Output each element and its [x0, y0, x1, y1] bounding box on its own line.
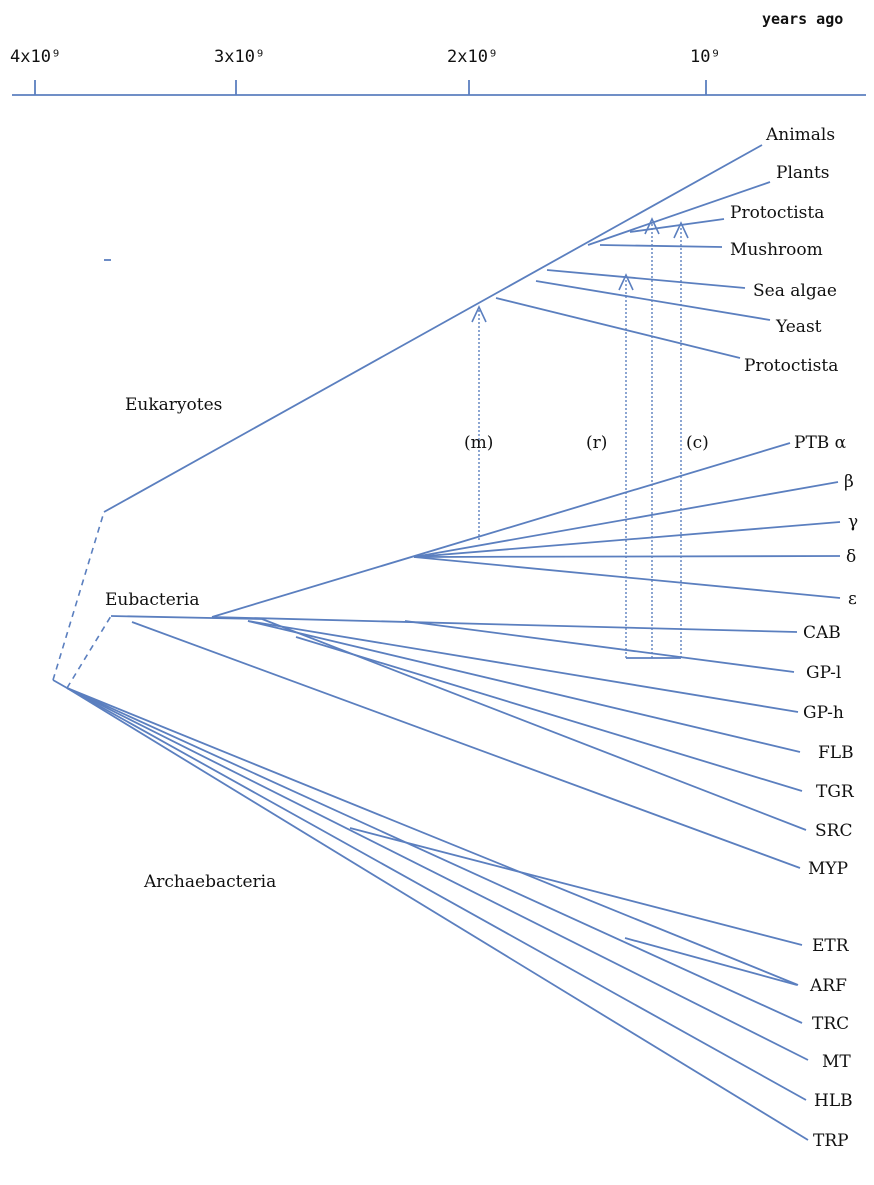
timeline-ticks: 4x10⁹ 3x10⁹ 2x10⁹ 10⁹	[10, 47, 721, 95]
taxon-label: HLB	[814, 1091, 853, 1111]
taxon-label: TRC	[812, 1014, 849, 1034]
root-to-eubacteria-branch	[66, 615, 112, 689]
branch-yeast	[535, 280, 771, 321]
taxon-label: FLB	[818, 743, 854, 763]
taxon-label: Sea algae	[753, 281, 837, 301]
group-label-archaebacteria: Archaebacteria	[143, 872, 276, 892]
timeline-tick-label: 10⁹	[690, 47, 721, 67]
event-label-c: (c)	[686, 433, 709, 453]
taxon-label: GP-l	[806, 663, 841, 683]
arrow-c-head-2	[673, 221, 689, 239]
timeline-unit-label: years ago	[762, 10, 843, 28]
eubacteria-branches	[110, 442, 841, 869]
taxon-label: β	[844, 472, 854, 492]
branch-flb	[247, 620, 801, 753]
taxon-label: ε	[848, 589, 857, 609]
branch-arf	[66, 687, 799, 986]
taxon-label: CAB	[803, 623, 841, 643]
branch-mushroom	[599, 244, 723, 248]
arrow-c-head-1	[644, 217, 660, 235]
root-to-eukaryotes-branch	[52, 511, 105, 681]
eubacteria-taxa-labels: PTB α β γ δ ε CAB GP-l GP-h FLB TGR SRC …	[794, 433, 858, 879]
branch-epsilon	[413, 556, 841, 599]
branch-gamma	[413, 521, 841, 558]
arrow-m-head	[471, 305, 487, 323]
taxon-label: Mushroom	[730, 240, 823, 260]
branch-sea-algae	[546, 269, 746, 289]
branch-trp	[66, 687, 809, 1141]
taxon-label: MYP	[808, 859, 848, 879]
branch-ptb-alpha	[211, 442, 791, 618]
branch-gp-l	[404, 620, 795, 673]
taxon-label: γ	[848, 512, 858, 532]
eukaryote-taxa-labels: Animals Plants Protoctista Mushroom Sea …	[730, 125, 838, 376]
root-branches	[52, 511, 112, 689]
event-label-m: (m)	[464, 433, 493, 453]
taxon-label: ETR	[812, 936, 850, 956]
branch-myp	[131, 621, 801, 869]
branch-delta	[413, 555, 841, 558]
event-arrows: (m) (r) (c)	[464, 217, 709, 659]
branch-hlb	[66, 687, 807, 1101]
root-node	[52, 679, 68, 689]
archaebacteria-taxa-labels: ETR ARF TRC MT HLB TRP	[809, 936, 853, 1151]
branch-trc	[66, 687, 803, 1024]
taxon-label: MT	[822, 1052, 851, 1072]
taxon-label: Protoctista	[744, 356, 838, 376]
taxon-label: SRC	[815, 821, 852, 841]
group-label-eukaryotes: Eukaryotes	[125, 395, 222, 415]
branch-cab	[211, 616, 798, 633]
branch-gp-h	[247, 620, 799, 713]
branch-mt	[66, 687, 809, 1061]
taxon-label: Yeast	[775, 317, 822, 337]
branch-beta	[413, 481, 839, 558]
timeline-tick-label: 2x10⁹	[447, 47, 498, 67]
taxon-label: GP-h	[803, 703, 844, 723]
taxon-label: δ	[846, 547, 856, 567]
branch-plants	[587, 181, 771, 246]
taxon-label: Animals	[765, 125, 835, 145]
taxon-label: Protoctista	[730, 203, 824, 223]
timeline-tick-label: 3x10⁹	[214, 47, 265, 67]
branch-protoctista-1	[629, 218, 725, 233]
group-label-eubacteria: Eubacteria	[105, 590, 200, 610]
timeline-tick-label: 4x10⁹	[10, 47, 61, 67]
eukaryote-branches	[103, 144, 771, 513]
taxon-label: Plants	[776, 163, 830, 183]
branch-arf-sub	[624, 937, 798, 986]
branch-animals	[103, 144, 763, 513]
arrow-r-head	[618, 273, 634, 291]
taxon-label: TRP	[813, 1131, 849, 1151]
taxon-label: ARF	[809, 976, 847, 996]
branch-protoctista-2	[495, 297, 741, 359]
archaebacteria-branches	[66, 687, 809, 1141]
taxon-label: TGR	[816, 782, 855, 802]
event-label-r: (r)	[586, 433, 607, 453]
branch-etr	[349, 827, 803, 946]
branch-src	[261, 618, 807, 831]
taxon-label: PTB α	[794, 433, 847, 453]
branch-tgr	[295, 636, 803, 792]
